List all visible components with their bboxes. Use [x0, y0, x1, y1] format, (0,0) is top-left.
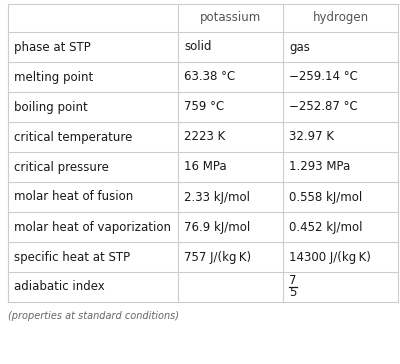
Text: 0.452 kJ/mol: 0.452 kJ/mol: [289, 221, 362, 233]
Text: 2.33 kJ/mol: 2.33 kJ/mol: [184, 190, 250, 203]
Text: 5: 5: [289, 286, 296, 300]
Text: 757 J/(kg K): 757 J/(kg K): [184, 250, 251, 264]
Text: 759 °C: 759 °C: [184, 100, 224, 114]
Text: hydrogen: hydrogen: [312, 12, 368, 24]
Text: solid: solid: [184, 40, 212, 54]
Text: 16 MPa: 16 MPa: [184, 161, 227, 174]
Text: molar heat of vaporization: molar heat of vaporization: [14, 221, 171, 233]
Text: −252.87 °C: −252.87 °C: [289, 100, 358, 114]
Text: phase at STP: phase at STP: [14, 40, 91, 54]
Text: 0.558 kJ/mol: 0.558 kJ/mol: [289, 190, 362, 203]
Text: critical pressure: critical pressure: [14, 161, 109, 174]
Text: gas: gas: [289, 40, 310, 54]
Text: 32.97 K: 32.97 K: [289, 131, 334, 143]
Text: 2223 K: 2223 K: [184, 131, 225, 143]
Text: boiling point: boiling point: [14, 100, 88, 114]
Text: specific heat at STP: specific heat at STP: [14, 250, 130, 264]
Text: −259.14 °C: −259.14 °C: [289, 71, 358, 83]
Text: potassium: potassium: [200, 12, 261, 24]
Text: 1.293 MPa: 1.293 MPa: [289, 161, 350, 174]
Text: 14300 J/(kg K): 14300 J/(kg K): [289, 250, 371, 264]
Text: (properties at standard conditions): (properties at standard conditions): [8, 311, 179, 321]
Text: melting point: melting point: [14, 71, 93, 83]
Text: critical temperature: critical temperature: [14, 131, 132, 143]
Text: 76.9 kJ/mol: 76.9 kJ/mol: [184, 221, 250, 233]
Text: 63.38 °C: 63.38 °C: [184, 71, 235, 83]
Text: 7: 7: [289, 274, 296, 288]
Text: adiabatic index: adiabatic index: [14, 281, 105, 293]
Text: molar heat of fusion: molar heat of fusion: [14, 190, 133, 203]
